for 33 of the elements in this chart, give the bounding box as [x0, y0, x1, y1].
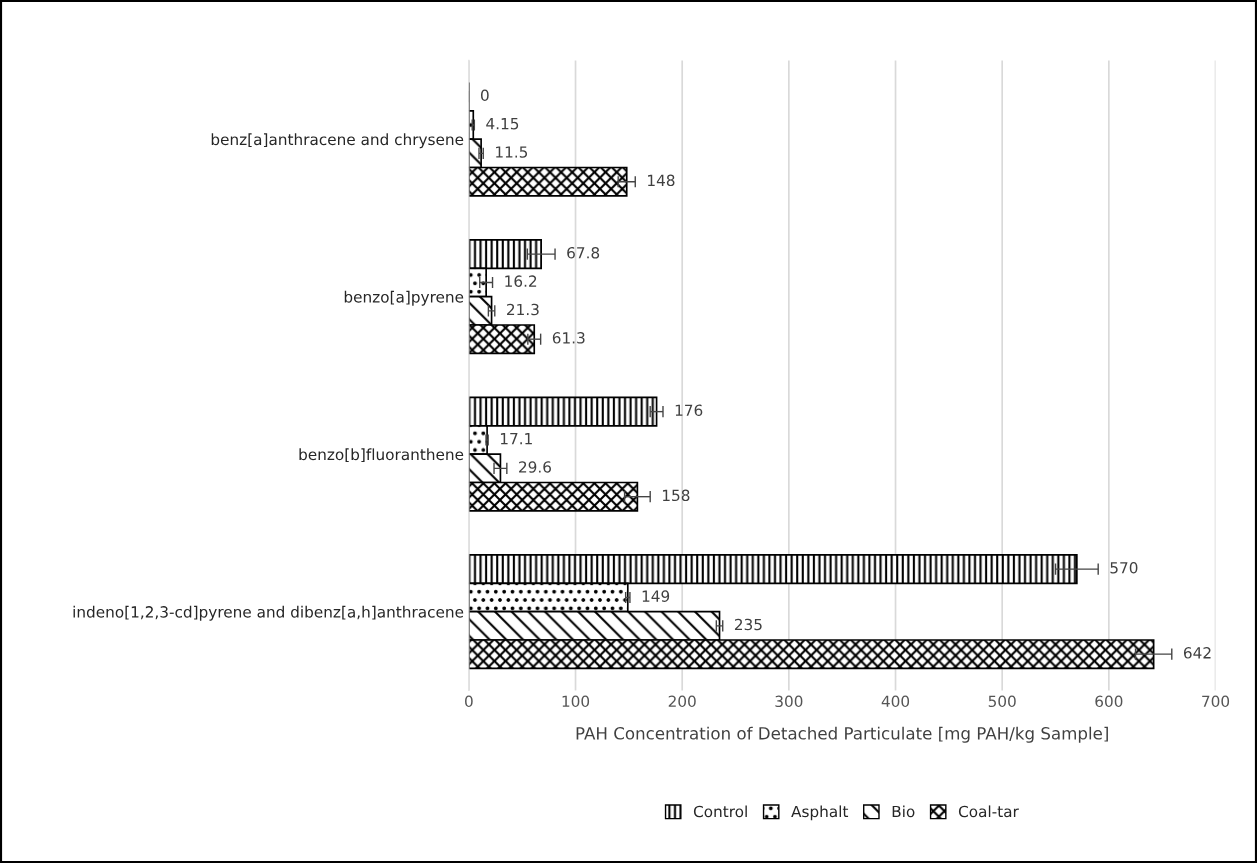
x-tick-label: 300 [775, 695, 803, 708]
data-label: 642 [1183, 647, 1211, 659]
y-tick-label: indeno[1,2,3-cd]pyrene and dibenz[a,h]anthracene [73, 605, 464, 621]
y-tick-label: benzo[b]fluoranthene [299, 448, 464, 462]
data-label: 29.6 [519, 461, 551, 473]
y-tick-label: benzo[a]pyrene [344, 290, 464, 306]
x-tick-label: 600 [1095, 695, 1123, 708]
data-label: 0 [480, 89, 489, 102]
legend-label: Bio [892, 805, 915, 818]
x-tick-label: 400 [881, 695, 910, 708]
legend-label: Asphalt [791, 805, 849, 821]
data-label: 4.15 [486, 118, 519, 130]
legend-label: Control [693, 805, 747, 818]
x-tick-label: 100 [562, 695, 590, 708]
x-tick-label: 500 [988, 695, 1016, 708]
legend-label: Coal-tar [958, 805, 1019, 818]
data-label: 11.5 [496, 146, 528, 158]
x-tick-label: 700 [1202, 695, 1230, 708]
data-label: 61.3 [552, 332, 585, 344]
data-label: 235 [734, 618, 762, 631]
x-tick-label: 0 [465, 695, 473, 708]
data-label: 570 [1110, 562, 1138, 574]
data-label: 21.3 [507, 303, 539, 316]
data-label: 16.2 [505, 275, 537, 287]
data-label: 17.1 [500, 433, 532, 445]
data-label: 148 [648, 174, 675, 187]
x-tick-label: 200 [668, 695, 696, 708]
y-tick-label: benz[a]anthracene and chrysene [211, 133, 464, 149]
data-label: 176 [675, 404, 703, 417]
data-label: 67.8 [567, 247, 600, 259]
data-label: 158 [662, 489, 690, 502]
data-label: 149 [642, 590, 670, 602]
x-axis-title: PAH Concentration of Detached Particulate [mg PAH/kg Sample] [576, 726, 1108, 743]
